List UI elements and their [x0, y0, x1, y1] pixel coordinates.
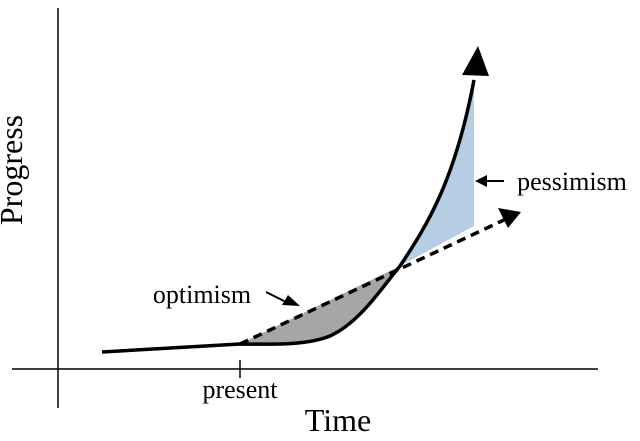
linear-expectation-arrowhead — [498, 208, 521, 228]
optimism-label: optimism — [153, 280, 251, 309]
optimism-pointer-line — [265, 291, 287, 303]
optimism-shaded-region — [240, 266, 400, 345]
linear-expectation-line — [239, 218, 505, 346]
pessimism-pointer-arrowhead — [475, 175, 487, 187]
progress-arrowhead — [462, 46, 489, 76]
progress-curve — [101, 79, 476, 354]
pessimism-label: pessimism — [517, 167, 627, 196]
optimism-pointer-arrowhead — [282, 295, 300, 306]
x-axis-title: Time — [305, 402, 371, 436]
present-label: present — [202, 375, 278, 404]
pessimism-shaded-region — [400, 80, 474, 266]
y-axis-title: Progress — [0, 115, 29, 225]
